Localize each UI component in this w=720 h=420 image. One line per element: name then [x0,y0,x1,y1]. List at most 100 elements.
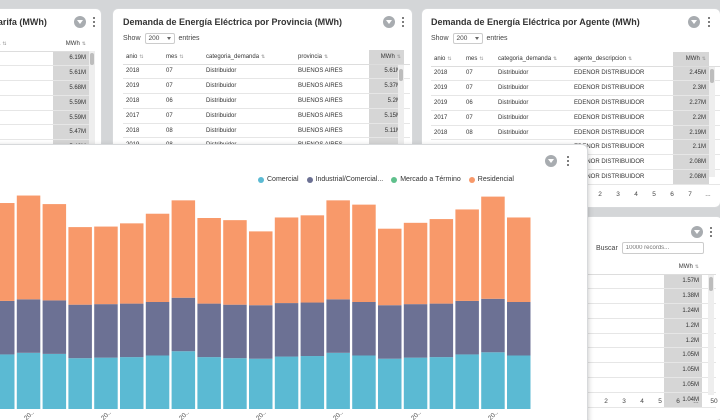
bar-segment-comercial[interactable] [274,356,299,409]
bar-segment-industrial[interactable] [481,298,505,353]
bar-segment-comercial[interactable] [145,355,170,410]
column-header-categoria-demanda[interactable]: categoria_demanda ⇅ [495,52,571,67]
column-header-tarifa[interactable]: ifa⇅ [0,37,53,52]
table-row[interactable]: 1.57M [584,274,716,290]
legend-item[interactable]: Industrial/Comercial... [306,176,383,183]
bar-segment-comercial[interactable] [68,358,92,409]
column-header-mwh[interactable]: MWh ⇅ [53,37,89,52]
page-button[interactable]: 50 [710,398,718,405]
bar-segment-residencial[interactable] [378,228,402,306]
bar-segment-comercial[interactable] [507,355,531,410]
bar-segment-residencial[interactable] [223,220,247,305]
tarifa-scrollbar[interactable] [89,51,95,155]
bar-segment-comercial[interactable] [0,354,15,409]
page-button[interactable]: 6 [670,191,674,198]
more-options-icon[interactable] [706,16,712,28]
table-row[interactable]: 5.59M [0,110,95,126]
bar-segment-residencial[interactable] [352,204,376,302]
table-row[interactable]: 2018 07 Distribuidor BUENOS AIRES 5.61M [123,64,410,80]
table-row[interactable]: 5.68M [0,80,95,96]
page-button[interactable]: 2 [598,191,602,198]
bar-segment-residencial[interactable] [94,226,118,305]
provincia-scrollbar[interactable] [398,65,404,165]
table-row[interactable]: 1.05M [584,362,716,379]
legend-item[interactable]: Mercado a Término [391,176,461,183]
legend-item[interactable]: Residencial [468,176,514,183]
bar-segment-comercial[interactable] [378,358,402,409]
bar-segment-residencial[interactable] [68,227,92,305]
bar-segment-industrial[interactable] [403,304,428,358]
bar-segment-comercial[interactable] [352,355,376,410]
bar-segment-comercial[interactable] [16,352,41,409]
table-row[interactable]: 2018 07 Distribuidor EDENOR DISTRIBUIDOR 2.4… [431,66,720,82]
table-row[interactable]: 2018 06 Distribuidor BUENOS AIRES 5.2M [123,93,410,109]
bar-segment-industrial[interactable] [171,297,196,352]
bar-segment-residencial[interactable] [145,213,170,302]
records-scrollbar[interactable] [708,275,714,395]
agente-scrollbar[interactable] [709,67,715,177]
bar-segment-industrial[interactable] [378,305,402,359]
page-button[interactable]: ... [705,191,711,198]
table-row[interactable]: 5.47M [0,124,95,141]
bar-segment-residencial[interactable] [16,195,41,300]
bar-segment-comercial[interactable] [455,354,479,409]
bar-segment-industrial[interactable] [249,305,273,359]
page-button[interactable]: 3 [622,398,626,405]
more-options-icon[interactable] [708,226,714,238]
more-options-icon[interactable] [91,16,97,28]
bar-segment-industrial[interactable] [16,299,41,353]
bar-segment-comercial[interactable] [223,358,247,409]
table-row[interactable]: 1.05M [584,347,716,364]
column-header-anio[interactable]: anio ⇅ [431,52,463,67]
bar-segment-industrial[interactable] [0,300,15,355]
bar-segment-residencial[interactable] [120,223,144,304]
bar-segment-comercial[interactable] [429,357,454,409]
column-header-provincia[interactable]: provincia ⇅ [295,50,369,65]
bar-segment-residencial[interactable] [300,215,325,303]
page-button[interactable]: 5 [658,398,662,405]
table-row[interactable]: 2017 07 Distribuidor EDENOR DISTRIBUIDOR 2.2… [431,110,720,126]
column-header-anio[interactable]: anio ⇅ [123,50,163,65]
bar-segment-residencial[interactable] [42,204,67,301]
table-row[interactable]: 5.59M [0,95,95,111]
column-header-agente-descripcion[interactable]: agente_descripcion ⇅ [571,52,673,67]
bar-segment-industrial[interactable] [42,300,67,354]
bar-segment-comercial[interactable] [171,351,196,409]
filter-icon[interactable] [545,155,557,167]
bar-segment-industrial[interactable] [326,299,350,353]
bar-segment-residencial[interactable] [481,196,505,299]
bar-segment-residencial[interactable] [326,200,350,300]
bar-segment-comercial[interactable] [197,357,221,409]
page-button[interactable]: 7 [688,191,692,198]
table-row[interactable]: 1.24M [584,303,716,319]
column-header-mwh[interactable]: MWh ⇅ [673,52,709,67]
bar-segment-industrial[interactable] [120,303,144,358]
entries-select[interactable]: 200 [452,33,483,44]
bar-segment-industrial[interactable] [197,303,221,358]
column-header-mes[interactable]: mes ⇅ [163,50,203,65]
column-header-mes[interactable]: mes ⇅ [463,52,495,67]
bar-segment-industrial[interactable] [94,304,118,358]
bar-segment-industrial[interactable] [300,302,325,357]
column-header-mwh[interactable]: MWh ⇅ [664,260,702,275]
bar-segment-industrial[interactable] [352,302,376,356]
bar-segment-industrial[interactable] [455,300,479,355]
bar-segment-comercial[interactable] [403,357,428,409]
bar-segment-residencial[interactable] [0,203,15,301]
bar-segment-comercial[interactable] [120,357,144,409]
filter-icon[interactable] [691,226,703,238]
column-header-mwh[interactable]: MWh ⇅ [369,50,404,65]
table-row[interactable]: 1.2M [584,333,716,349]
page-button[interactable]: 4 [640,398,644,405]
table-row[interactable]: 2019 06 Distribuidor EDENOR DISTRIBUIDOR 2.2… [431,95,720,111]
table-row[interactable]: 2019 07 Distribuidor BUENOS AIRES 5.37M [123,78,410,95]
table-row[interactable]: 1.2M [584,318,716,334]
bar-segment-residencial[interactable] [455,209,479,301]
table-row[interactable]: 5.61M [0,65,95,82]
table-row[interactable]: 6.19M [0,51,95,67]
table-row[interactable]: 2018 08 Distribuidor EDENOR DISTRIBUIDOR 2.1… [431,125,720,141]
entries-select[interactable]: 200 [144,33,175,44]
page-button[interactable]: 6 [676,398,680,405]
bar-segment-comercial[interactable] [300,356,325,409]
bar-segment-industrial[interactable] [68,304,92,359]
